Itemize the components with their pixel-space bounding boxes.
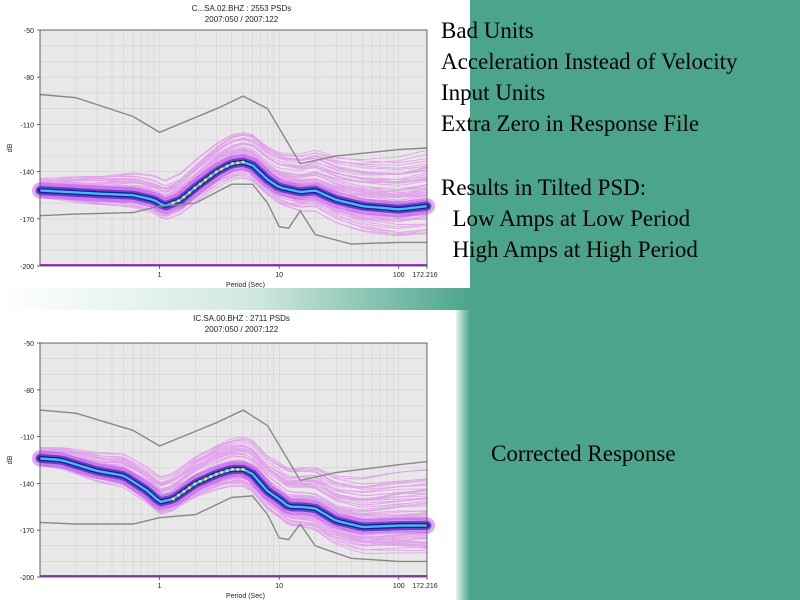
note-high-amps: High Amps at High Period [441,237,698,262]
psd-curve [39,134,428,189]
x-tick-label: 1 [158,272,162,279]
x-tick-label: 10 [275,583,283,590]
psd-curve [39,153,428,197]
chart-title: C...SA.02.BHZ : 2553 PSDs [192,4,292,13]
x-axis-label: Period (Sec) [226,282,265,288]
psd-chart-top: C...SA.02.BHZ : 2553 PSDs 2007:050 / 2007… [0,0,466,288]
x-tick-label: 1 [158,583,162,590]
high-noise-model-line [39,409,427,482]
mode-highlight [171,160,245,205]
mode-speck [198,182,202,186]
mode-speck [241,160,245,164]
note-input-units: Input Units [441,80,546,105]
y-tick-label: -200 [20,575,34,582]
mode-speck [241,467,245,471]
mode-speck [209,475,213,479]
psd-curve [39,446,428,488]
high-noise-model-line [39,93,427,165]
chart-subtitle: 2007:050 / 2007:122 [205,325,279,334]
mode-speck [193,186,197,190]
mode-speck [225,164,229,168]
y-tick-label: -80 [24,388,34,395]
psd-curve [39,133,428,185]
note-low-amps: Low Amps at Low Period [441,206,691,231]
mode-speck [230,162,234,166]
plot-frame [39,29,428,267]
psd-chart-top-svg: C...SA.02.BHZ : 2553 PSDs 2007:050 / 2007… [7,4,438,288]
psd-curve [39,439,428,480]
y-tick-label: -50 [24,28,34,35]
psd-curve [39,439,428,490]
mode-speck [198,479,202,483]
mode-speck [187,191,191,195]
y-tick-label: -110 [21,435,35,442]
psd-curve [39,173,428,237]
psd-curve [39,138,428,191]
slide-gradient-band-2 [456,310,470,600]
y-axis-label: dB [7,455,14,464]
mode-speck [177,199,181,203]
psd-curve [39,456,427,512]
notes-results: Results in Tilted PSD: Low Amps at Low P… [441,172,698,265]
x-tick-label: 10 [275,272,283,279]
y-axis-label: dB [7,143,14,152]
mode-speck [225,469,229,473]
psd-curve [39,439,428,479]
mode-speck [187,486,191,490]
psd-curve [39,168,428,228]
mode-speck [204,477,208,481]
x-tick-label: 100 [393,272,405,279]
x-tick-label: 172.216 [412,272,437,279]
mode-highlight [171,467,245,501]
y-tick-label: -110 [21,122,35,129]
mode-speck [193,482,197,486]
note-acceleration: Acceleration Instead of Velocity [441,49,738,74]
x-tick-label: 172.216 [412,583,437,590]
y-tick-label: -80 [24,75,34,82]
slide-gradient-band [0,288,470,310]
low-noise-model-line [39,495,427,563]
mode-speck [214,472,218,476]
mode-speck [182,489,186,493]
low-noise-model-line [39,183,427,245]
psd-curve [39,171,428,233]
psd-curve [40,150,428,200]
note-extra-zero: Extra Zero in Response File [441,111,700,136]
psd-curve [39,137,428,187]
x-tick-label: 100 [393,583,405,590]
psd-curve [39,462,428,546]
note-bad-units: Bad Units [441,18,534,43]
mode-speck [177,493,181,497]
mode-speck [182,195,186,199]
mode-speck [220,167,224,171]
psd-curve [39,146,428,193]
y-tick-label: -140 [20,481,34,488]
x-axis-label: Period (Sec) [226,593,265,600]
note-corrected-response: Corrected Response [491,441,676,466]
y-tick-label: -170 [20,528,34,535]
mode-speck [209,174,213,178]
mode-speck [171,201,175,205]
plot-frame [39,342,428,578]
note-results: Results in Tilted PSD: [441,175,647,200]
mode-speck [236,161,240,165]
mode-speck [236,467,240,471]
mode-speck [220,470,224,474]
psd-curve [39,452,428,511]
chart-title: IC.SA.00.BHZ : 2711 PSDs [193,314,290,323]
mode-speck [214,170,218,174]
psd-chart-bottom: IC.SA.00.BHZ : 2711 PSDs 2007:050 / 2007:… [0,310,456,600]
chart-subtitle: 2007:050 / 2007:122 [205,15,279,24]
psd-chart-bottom-svg: IC.SA.00.BHZ : 2711 PSDs 2007:050 / 2007:… [7,314,438,600]
y-tick-label: -200 [20,264,34,271]
mode-speck [230,467,234,471]
plot-area [40,30,427,266]
y-tick-label: -140 [20,170,34,177]
y-tick-label: -170 [20,217,34,224]
mode-speck [204,178,208,182]
psd-curve [39,449,428,501]
mode-speck [171,497,175,501]
notes-bad-units: Bad Units Acceleration Instead of Veloci… [441,15,738,139]
y-tick-label: -50 [24,341,34,348]
